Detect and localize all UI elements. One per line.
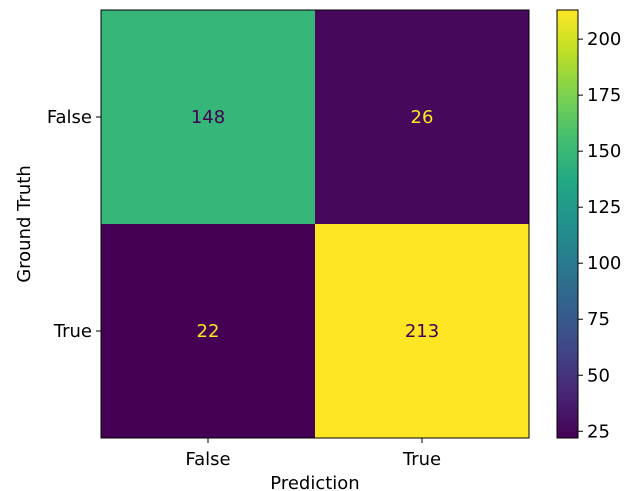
x-axis-ticks: False True <box>185 438 441 470</box>
x-tick-label: False <box>185 449 230 470</box>
colorbar-ticks: 25 50 75 100 125 150 175 200 <box>578 29 621 442</box>
heatmap-cell-r1-c0 <box>101 224 315 438</box>
colorbar-tick-label: 200 <box>587 29 621 50</box>
heatmap-cell-r0-c0 <box>101 10 315 224</box>
cell-value-r0-c0: 148 <box>191 107 225 128</box>
plot-frame <box>100 9 530 439</box>
colorbar-tick-label: 50 <box>587 365 610 386</box>
y-tick-label: True <box>53 321 92 342</box>
x-tick-label: True <box>402 449 441 470</box>
heatmap-cell-r0-c1 <box>315 10 529 224</box>
y-tick-label: False <box>47 107 92 128</box>
heatmap-cell-labels: 148 26 22 213 <box>191 107 439 342</box>
x-axis-title: Prediction <box>270 473 359 491</box>
cell-value-r1-c0: 22 <box>197 321 220 342</box>
colorbar-tick-label: 75 <box>587 309 610 330</box>
cell-value-r0-c1: 26 <box>411 107 434 128</box>
y-axis-ticks: False True <box>47 107 101 342</box>
colorbar-tick-label: 125 <box>587 197 621 218</box>
cell-value-r1-c1: 213 <box>405 321 439 342</box>
y-axis-title: Ground Truth <box>14 165 35 283</box>
colorbar-tick-label: 100 <box>587 253 621 274</box>
heatmap-cell-r1-c1 <box>315 224 529 438</box>
colorbar <box>556 9 579 439</box>
colorbar-tick-label: 25 <box>587 421 610 442</box>
colorbar-tick-label: 150 <box>587 141 621 162</box>
colorbar-tick-label: 175 <box>587 85 621 106</box>
heatmap-cells <box>101 10 529 438</box>
